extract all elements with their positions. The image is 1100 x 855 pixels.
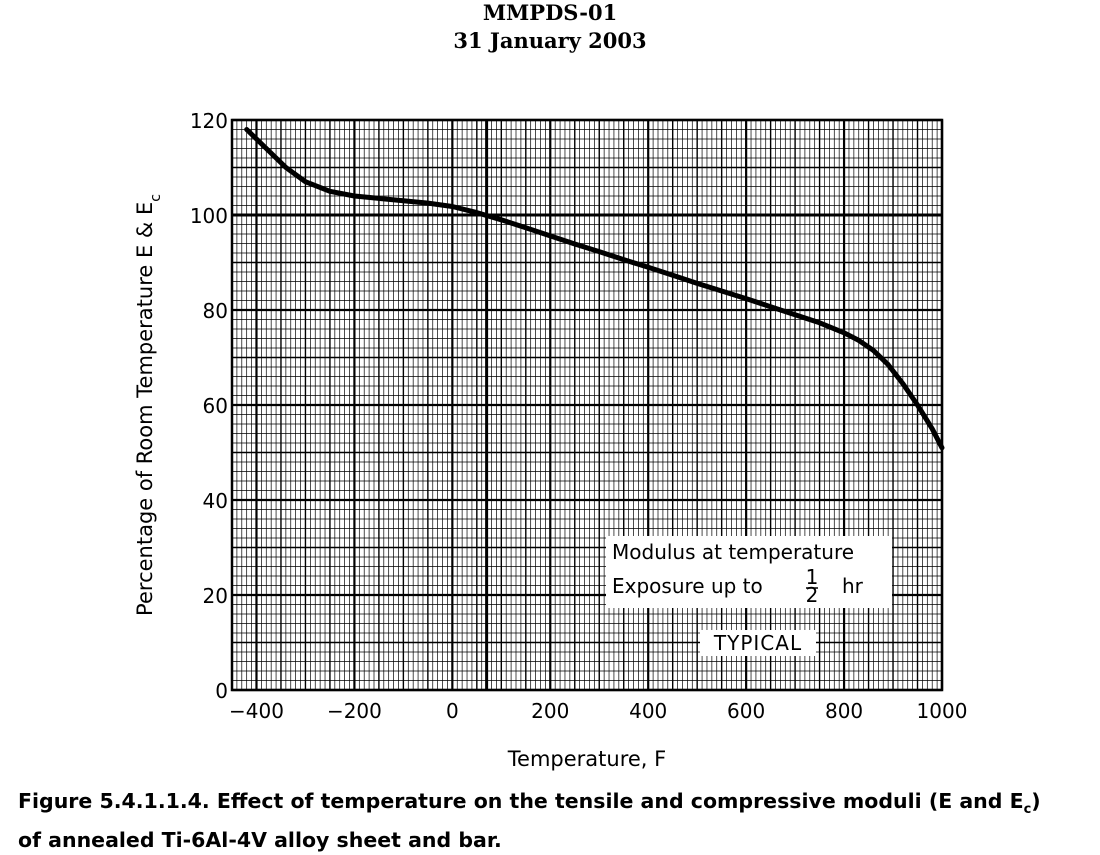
y-tick-label: 100 [190, 204, 228, 228]
annotation-line2-suffix: hr [842, 574, 864, 598]
y-tick-label: 60 [203, 394, 228, 418]
y-axis-label: Percentage of Room Temperature E & Ec [133, 194, 164, 616]
x-tick-label: 800 [825, 699, 863, 723]
caption-subscript: c [1023, 802, 1032, 818]
x-tick-label: −400 [229, 699, 284, 723]
curve-layer [244, 127, 945, 451]
annotation-line2-prefix: Exposure up to [612, 574, 763, 598]
y-tick-label: 0 [215, 679, 228, 703]
y-tick-label: 20 [203, 584, 228, 608]
typical-label: TYPICAL [713, 631, 802, 655]
y-tick-label: 80 [203, 299, 228, 323]
header-doc-id: MMPDS-01 [482, 0, 618, 25]
caption-line2: of annealed Ti-6Al-4V alloy sheet and ba… [18, 828, 502, 853]
fraction-denominator: 2 [806, 583, 819, 607]
annotation-box [606, 536, 892, 608]
fraction-numerator: 1 [806, 565, 819, 589]
annotation-line1: Modulus at temperature [612, 540, 854, 564]
modulus-curve [244, 127, 945, 451]
header-date: 31 January 2003 [453, 28, 647, 53]
x-tick-label: 0 [446, 699, 459, 723]
plot-frame [230, 118, 944, 692]
caption-close: ) [1031, 789, 1041, 813]
figure-caption: Figure 5.4.1.1.4. Effect of temperature … [18, 786, 1093, 855]
x-tick-labels: −400 −200 0 200 400 600 800 1000 [229, 699, 967, 723]
caption-text: Figure 5.4.1.1.4. Effect of temperature … [18, 789, 1024, 813]
x-tick-label: 1000 [917, 699, 968, 723]
y-axis-label-subscript: c [148, 194, 164, 202]
x-axis-label: Temperature, F [507, 747, 666, 771]
axis-labels: Temperature, F Percentage of Room Tempera… [133, 194, 666, 771]
y-tick-labels: 0 20 40 60 80 100 120 [190, 109, 228, 703]
y-tick-label: 40 [203, 489, 228, 513]
annotation-labels: Modulus at temperature Exposure up to 12 hr… [606, 536, 892, 656]
x-tick-label: −200 [327, 699, 382, 723]
x-tick-label: 200 [531, 699, 569, 723]
x-tick-label: 600 [727, 699, 765, 723]
x-tick-label: 400 [629, 699, 667, 723]
typical-box [700, 630, 816, 656]
y-tick-label: 120 [190, 109, 228, 133]
